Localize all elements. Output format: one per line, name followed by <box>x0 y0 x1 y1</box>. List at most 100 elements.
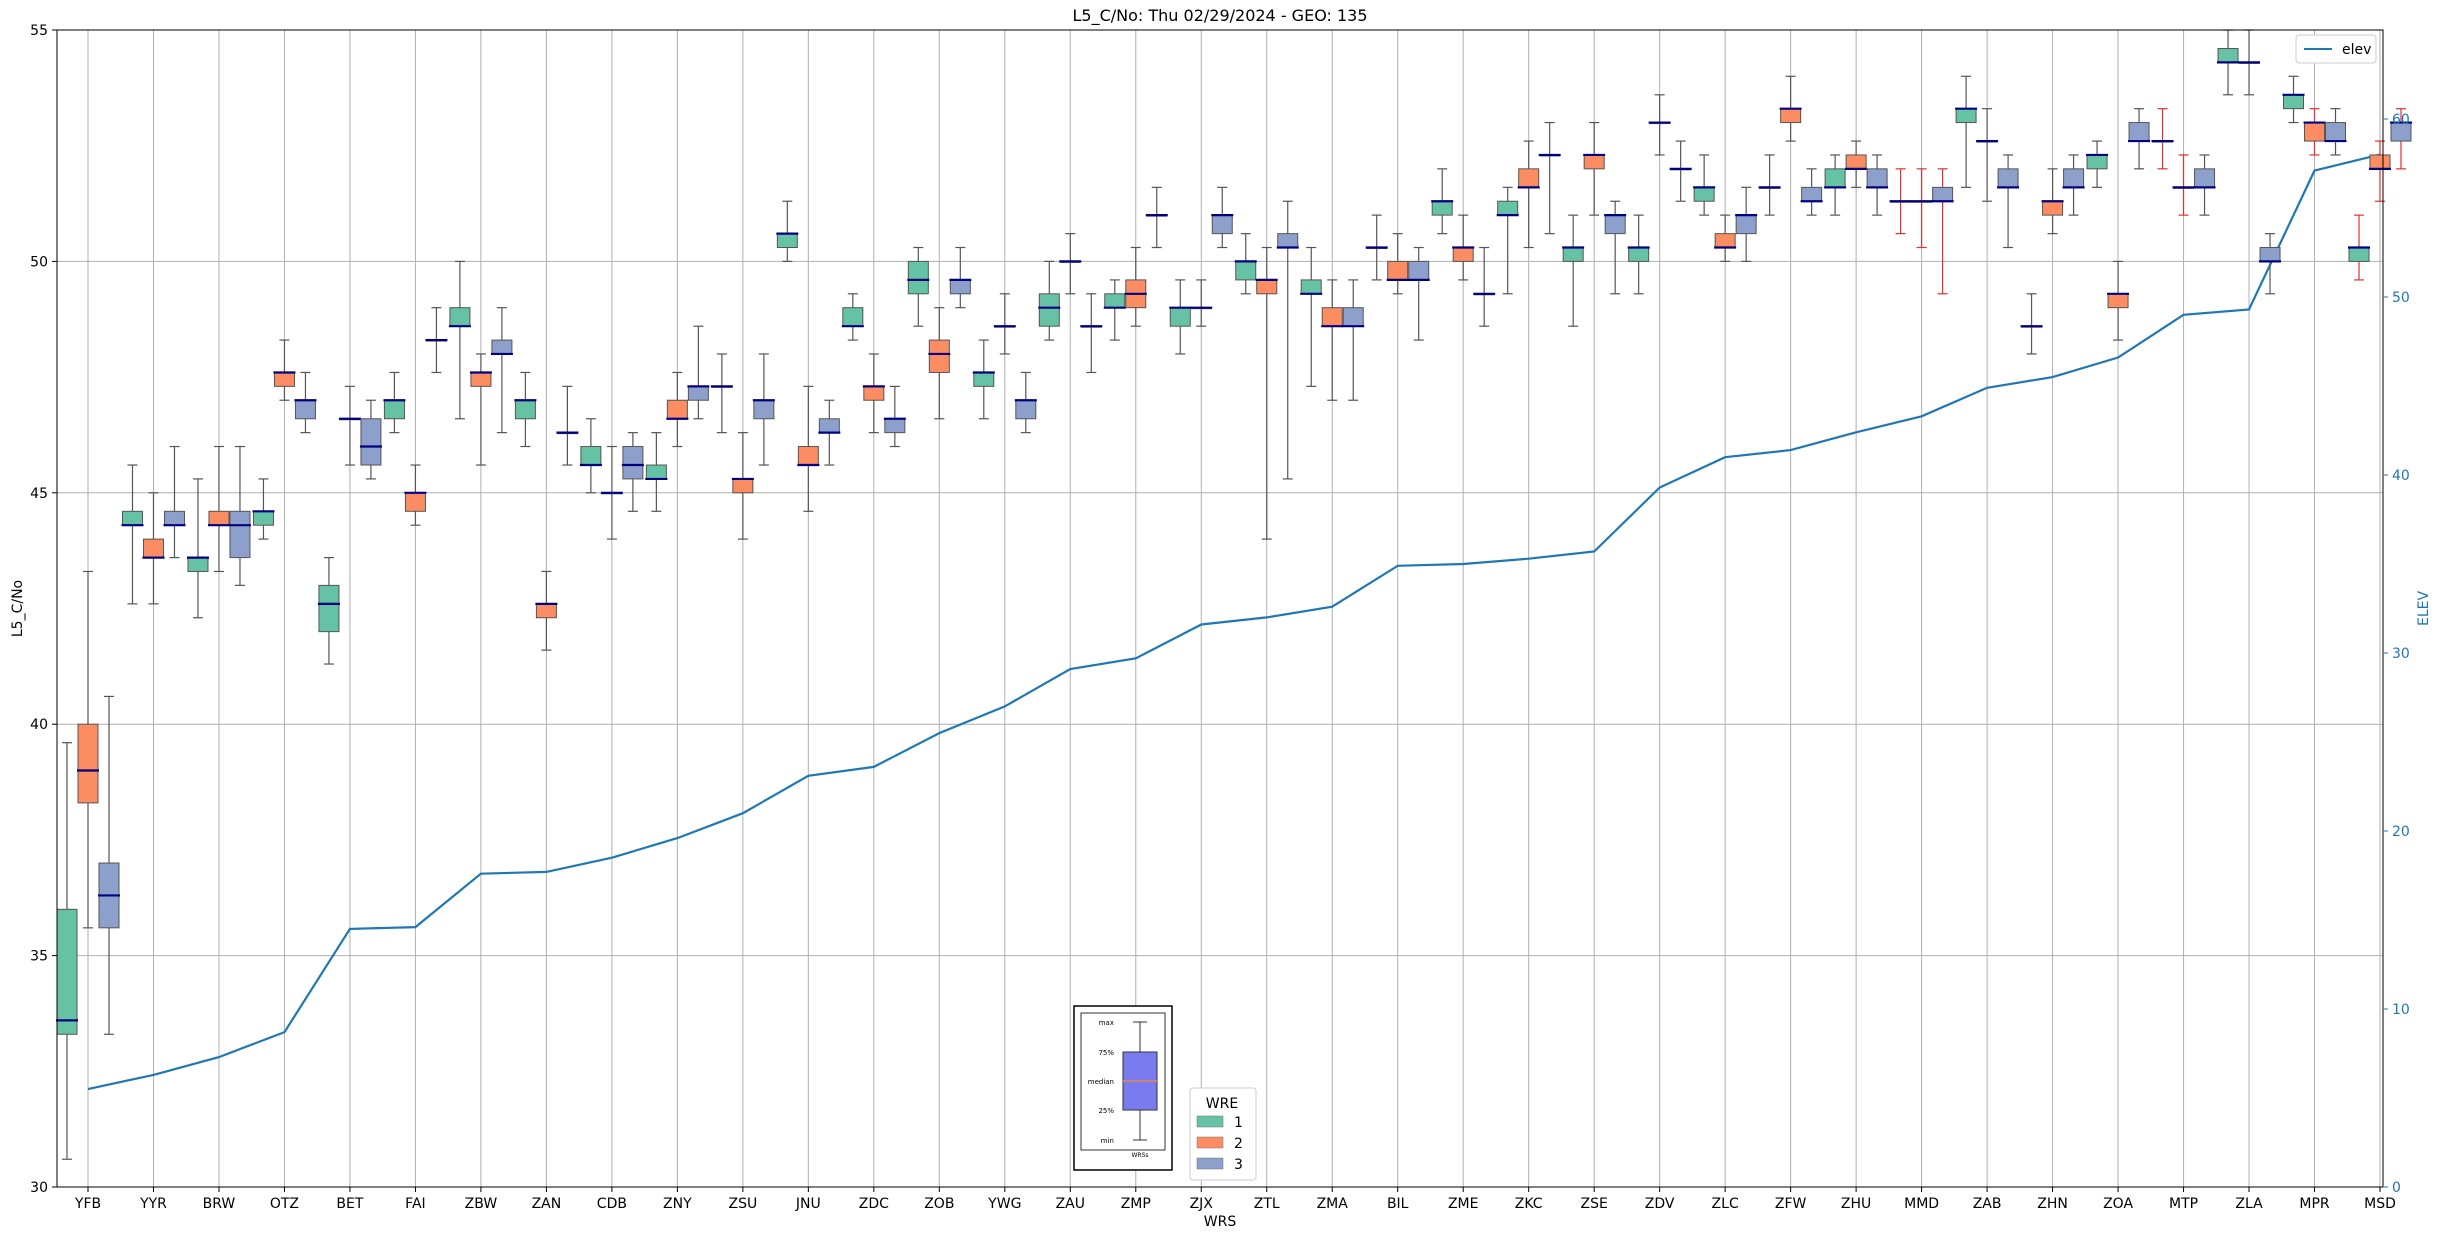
wre-legend-label-2: 2 <box>1234 1136 1243 1152</box>
iqr-box <box>2042 200 2064 216</box>
x-tick-label: ZSU <box>728 1196 757 1212</box>
iqr-box <box>753 399 775 420</box>
iqr-box <box>1387 260 1409 281</box>
iqr-box <box>1628 247 1650 262</box>
y2-tick-label: 30 <box>2392 646 2410 662</box>
iqr-box <box>2304 122 2326 142</box>
y-tick-label: 40 <box>30 717 48 733</box>
iqr-box <box>2128 122 2150 142</box>
boxplot-fai-wre3 <box>425 307 448 374</box>
key-label-median: median <box>1088 1078 1114 1086</box>
boxplot-zdv-wre1 <box>1627 214 1650 295</box>
iqr-box <box>2348 247 2370 262</box>
wre-legend-entries: 1 2 3 <box>1196 1115 1243 1173</box>
boxplot-zmp-wre3 <box>1145 186 1168 249</box>
x-tick-label: ZLC <box>1712 1196 1739 1212</box>
boxplot-zab-wre2 <box>1976 108 1999 202</box>
iqr-box <box>229 510 251 559</box>
iqr-box <box>1431 200 1453 216</box>
iqr-box <box>252 510 274 526</box>
iqr-box <box>1256 279 1278 295</box>
x-tick-label: ZHU <box>1841 1196 1871 1212</box>
iqr-box <box>1780 108 1802 124</box>
iqr-box <box>928 339 950 373</box>
boxplot-zdc-wre2 <box>862 353 885 434</box>
boxplot-zfw-wre1 <box>1758 154 1781 216</box>
iqr-box <box>1845 154 1867 170</box>
iqr-box <box>687 385 709 401</box>
boxplot-yfb-wre2 <box>77 570 99 929</box>
x-axis-label: WRS <box>1204 1214 1237 1230</box>
boxplot-cdb-wre1 <box>579 418 602 494</box>
boxplot-msd-wre3 <box>2390 108 2412 170</box>
boxplot-ywg-wre1 <box>972 339 995 420</box>
boxplot-zab-wre1 <box>1955 75 1978 188</box>
boxplot-mtp-wre2 <box>2172 154 2195 216</box>
iqr-box <box>2369 154 2391 170</box>
boxplot-ywg-wre3 <box>1014 371 1037 434</box>
key-label-min: min <box>1101 1137 1114 1145</box>
boxplot-yyr-wre2 <box>142 492 165 605</box>
iqr-box <box>1342 307 1364 327</box>
boxplot-zkc-wre2 <box>1517 140 1540 249</box>
iqr-box <box>77 723 99 804</box>
boxplot-zma-wre3 <box>1342 279 1365 401</box>
x-tick-label: ZMA <box>1317 1196 1349 1212</box>
boxplot-ztl-wre2 <box>1255 246 1278 540</box>
iqr-box <box>163 510 185 526</box>
iqr-box <box>1932 186 1954 202</box>
x-tick-label: OTZ <box>270 1196 299 1212</box>
boxplot-otz-wre3 <box>294 371 317 434</box>
boxplot-zfw-wre3 <box>1800 168 1823 216</box>
boxplot-mpr-wre2 <box>2303 108 2326 156</box>
boxplot-zma-wre2 <box>1321 279 1344 401</box>
boxplot-zdv-wre2 <box>1648 94 1671 156</box>
iqr-box <box>1321 307 1343 327</box>
iqr-box <box>1714 233 1736 249</box>
x-tick-label: BET <box>336 1196 363 1212</box>
x-tick-label: JNU <box>795 1196 821 1212</box>
boxplot-zoa-wre3 <box>2128 108 2151 170</box>
boxplot-zfw-wre2 <box>1779 75 1802 142</box>
boxplot-zhu-wre3 <box>1866 154 1889 216</box>
boxplot-zse-wre2 <box>1583 121 1606 216</box>
boxplot-zsu-wre1 <box>710 353 733 434</box>
x-tick-label: YYR <box>139 1196 167 1212</box>
wre-legend-label-3: 3 <box>1234 1157 1243 1173</box>
boxplot-zau-wre3 <box>1080 293 1103 374</box>
boxplot-zhn-wre3 <box>2062 154 2085 216</box>
iqr-box <box>732 478 754 494</box>
boxplot-mpr-wre3 <box>2324 108 2347 156</box>
y-tick-label: 45 <box>30 486 48 502</box>
iqr-box <box>1235 260 1257 281</box>
iqr-box <box>842 307 864 327</box>
wre-legend: WRE 1 2 3 <box>1189 1087 1257 1181</box>
iqr-box <box>818 418 840 434</box>
iqr-box <box>884 418 906 434</box>
x-tick-label: ZAN <box>532 1196 562 1212</box>
boxplot-jnu-wre1 <box>776 200 799 262</box>
y2-tick-label: 60 <box>2392 112 2410 128</box>
y-tick-label: 35 <box>30 949 48 965</box>
y2-axis-label: ELEV <box>2416 591 2432 626</box>
boxplot-zla-wre1 <box>2217 29 2240 96</box>
boxplot-zoa-wre2 <box>2107 260 2130 341</box>
boxplot-zdv-wre3 <box>1669 140 1692 202</box>
x-tick-label: YWG <box>987 1196 1021 1212</box>
boxplot-zlc-wre1 <box>1693 154 1716 216</box>
x-tick-label: ZFW <box>1775 1196 1807 1212</box>
boxplot-zkc-wre3 <box>1538 121 1561 235</box>
boxplot-ztl-wre3 <box>1276 200 1299 480</box>
boxplot-mmd-wre1 <box>1889 168 1912 235</box>
iqr-box <box>121 510 143 526</box>
boxplot-zdc-wre3 <box>883 385 906 448</box>
wre-legend-swatch-1 <box>1196 1115 1224 1128</box>
iqr-box <box>2063 168 2085 188</box>
iqr-box <box>1955 108 1977 124</box>
x-tick-label: CDB <box>597 1196 627 1212</box>
x-tick-label: ZJX <box>1190 1196 1214 1212</box>
iqr-box <box>2259 247 2281 262</box>
boxplot-zjx-wre2 <box>1190 279 1213 327</box>
boxplot-zob-wre2 <box>928 307 951 420</box>
boxplot-zme-wre3 <box>1473 246 1496 327</box>
